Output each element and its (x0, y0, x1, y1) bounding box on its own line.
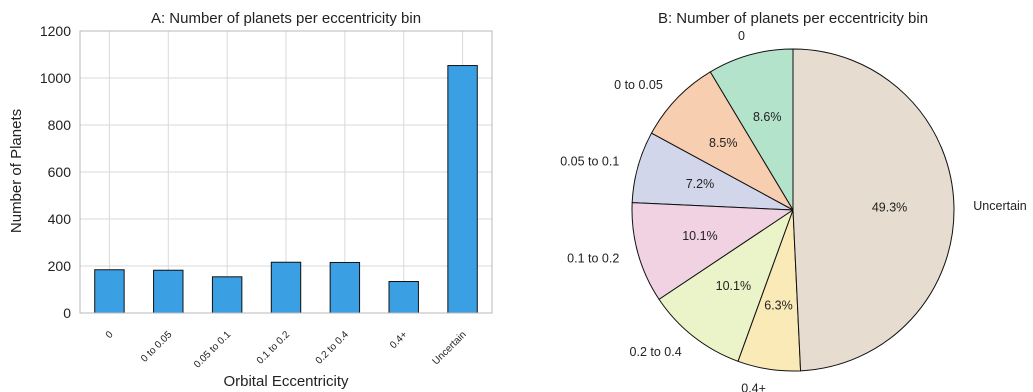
bar-0-4 (388, 281, 419, 314)
pie-chart: B: Number of planets per eccentricity bi… (560, 10, 1027, 392)
bar-chart: A: Number of planets per eccentricity bi… (8, 10, 493, 390)
pie-label-uncertain: Uncertain (973, 199, 1027, 213)
slice-uncertain (792, 48, 955, 372)
x-axis-label: Orbital Eccentricity (223, 373, 349, 390)
pie-label-0-4: 0.4+ (741, 381, 766, 392)
pie-percent-0-2-to-0-4: 10.1% (716, 279, 751, 293)
y-tick-label: 400 (48, 211, 72, 227)
pie-label-0: 0 (738, 29, 745, 43)
x-tick-labels: 0 0 to 0.05 0.05 to 0.1 0.1 to 0.2 0.2 to 0.… (104, 329, 469, 371)
y-tick-label: 1000 (40, 70, 71, 86)
y-tick-labels: 0 200 400 600 800 1000 1200 (40, 23, 71, 321)
pie-percent-uncertain: 49.3% (872, 201, 907, 215)
y-tick-label: 600 (48, 164, 72, 180)
slice-0-1-to-0-2 (631, 202, 795, 301)
x-tick-label: 0 (104, 329, 116, 341)
x-tick-label: Uncertain (431, 329, 469, 367)
pie-chart-title: B: Number of planets per eccentricity bi… (658, 10, 928, 27)
slice-0-2-to-0-4 (658, 208, 794, 362)
pie-percent-0-1-to-0-2: 10.1% (682, 229, 717, 243)
x-tick-label: 0.05 to 0.1 (192, 329, 234, 371)
bar-chart-title: A: Number of planets per eccentricity bi… (151, 10, 421, 27)
y-tick-label: 0 (63, 305, 71, 321)
x-tick-label: 0.4+ (388, 329, 410, 351)
pie-percent-0-to-0-05: 8.5% (709, 136, 738, 150)
y-tick-label: 800 (48, 117, 72, 133)
y-axis-label: Number of Planets (8, 109, 25, 233)
pie-category-labels: 0 0 to 0.05 0.05 to 0.1 0.1 to 0.2 0.2 to 0.… (560, 29, 1027, 392)
plot-frame (79, 30, 493, 314)
pie-percent-0: 8.6% (753, 110, 782, 124)
slice-0-to-0-05 (650, 71, 795, 212)
slice-0 (709, 48, 794, 212)
pie-percent-labels: 8.6% 8.5% 7.2% 10.1% 10.1% 6.3% 49.3% (682, 110, 907, 313)
bar-0-to-0-05 (153, 269, 184, 314)
pie-label-0-1-to-0-2: 0.1 to 0.2 (567, 251, 619, 265)
y-tick-label: 200 (48, 258, 72, 274)
x-tick-label: 0.1 to 0.2 (255, 329, 293, 367)
x-tick-label: 0.2 to 0.4 (314, 329, 352, 367)
y-tick-label: 1200 (40, 23, 71, 39)
bar-series (94, 65, 478, 314)
x-tick-label: 0 to 0.05 (139, 329, 175, 365)
pie-slices (631, 48, 955, 372)
pie-label-0-to-0-05: 0 to 0.05 (614, 78, 663, 92)
pie-label-0-2-to-0-4: 0.2 to 0.4 (630, 345, 682, 359)
pie-percent-0-05-to-0-1: 7.2% (686, 177, 715, 191)
bar-0 (94, 269, 125, 314)
bar-uncertain (447, 65, 478, 314)
pie-label-0-05-to-0-1: 0.05 to 0.1 (560, 155, 619, 169)
bar-0-2-to-0-4 (329, 261, 361, 314)
bar-0-05-to-0-1 (211, 276, 243, 314)
pie-percent-0-4: 6.3% (764, 299, 793, 313)
bar-0-1-to-0-2 (270, 261, 302, 314)
